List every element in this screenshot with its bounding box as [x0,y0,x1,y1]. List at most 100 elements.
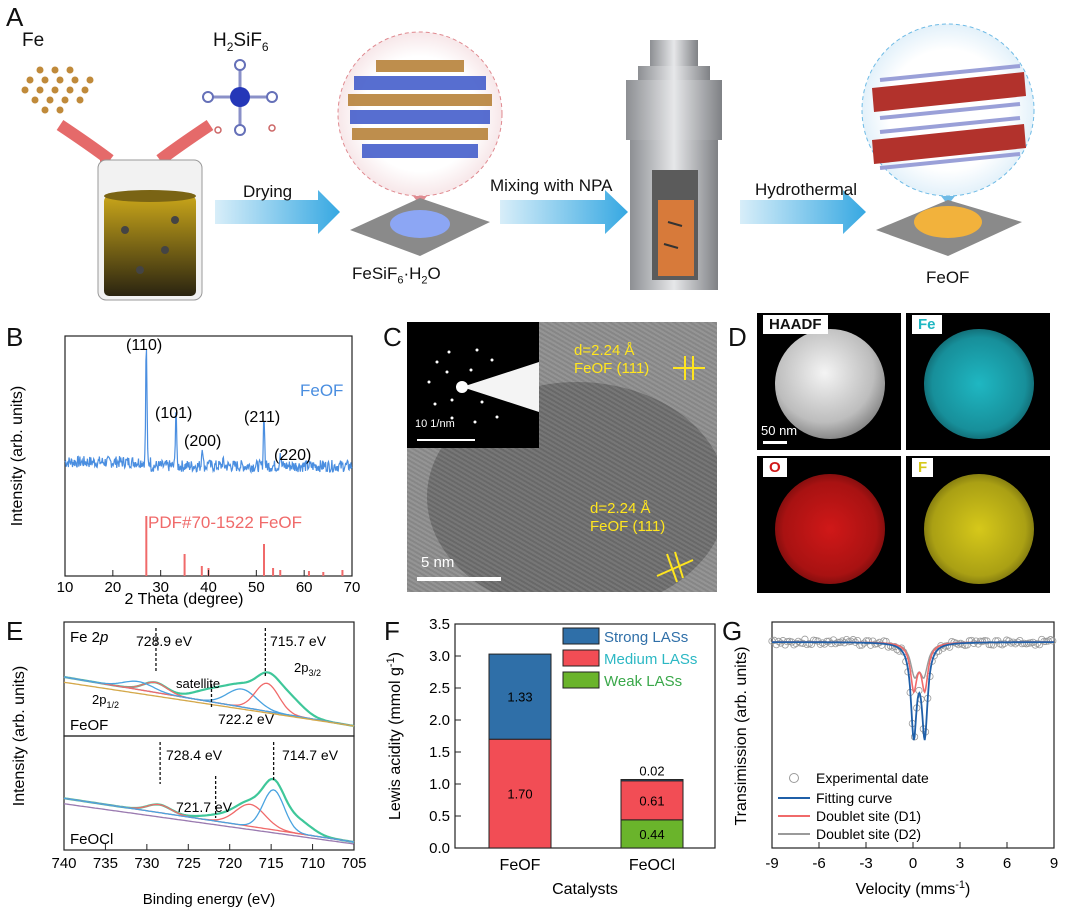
mixing-label: Mixing with NPA [490,176,613,195]
xrd-chart: 2 Theta (degree) Intensity (arb. units) … [9,335,360,608]
legend-weak: Weak LASs [604,673,682,690]
fitting-curve [772,641,1054,741]
bar-FeOCl-medium-lass [620,780,684,821]
experimental-point-4 [777,639,785,647]
lattice-marker-2 [656,551,694,583]
bar-FeOF-strong-lass [488,653,552,740]
hrtem-image: 10 1/nm d=2.24 Å FeOF (111) d=2.24 Å FeOF … [407,322,717,592]
peak-110: (110) [126,337,162,354]
xps-xtick-725: 725 [176,855,201,872]
experimental-point-27 [827,640,835,648]
panel-f-label: F [384,616,400,646]
xps-xtick-740: 740 [51,855,76,872]
xps-top-background [63,681,355,727]
scale-bar-50nm [763,441,787,444]
mossbauer-xtick-9: 9 [1050,855,1058,872]
peak-211: (211) [244,409,280,426]
ann-728-9: 728.9 eV [136,633,193,649]
panel-g-label: G [722,616,743,646]
xps-top-sample: FeOF [70,717,108,734]
bar-label-FeOF-1: 1.70 [507,787,532,802]
legend-swatch-strong [562,627,600,645]
ann-722-2: 722.2 eV [218,711,275,727]
scale-bar-5nm [417,577,501,581]
lewis-acidity-chart: 1.70 1.33 0.44 0.61 0.02 0.0 0.5 1.0 1.5 2.0 2.5 3… [385,616,716,898]
f-map: F [906,456,1050,593]
ann-2p32: 2p3/2 [294,660,321,678]
xps-ylabel: Intensity (arb. units) [11,666,28,807]
xps-xtick-735: 735 [93,855,118,872]
mossbauer-xtick-6: 6 [1003,855,1011,872]
lewis-ytick-3.0: 3.0 [429,648,450,665]
drying-arrow [215,190,340,234]
xrd-xlabel: 2 Theta (degree) [125,591,244,608]
hydrothermal-label: Hydrothermal [755,180,858,199]
mossbauer-xtick--3: -3 [859,855,872,872]
experimental-point-99 [985,640,993,649]
lewis-plot-frame [454,623,716,849]
experimental-point-22 [816,640,824,648]
xrd-sample-pattern [64,349,353,475]
scale-label-50nm: 50 nm [761,423,798,438]
experimental-point-89 [963,641,971,649]
panel-b-label: B [6,322,24,352]
legend-strong: Strong LASs [604,629,688,646]
mossbauer-xlabel: Velocity (mms-1) [856,879,971,898]
ann-satellite: satellite [176,676,220,691]
o-map: O [757,456,901,593]
intermediate-label: FeSiF6·H2O [352,264,441,287]
saed-scale-label: 10 1/nm [415,418,455,430]
peak-101: (101) [155,405,192,422]
doublet-d1-curve [772,641,1054,694]
xrd-xtick-30: 30 [152,579,169,596]
ann-714-7: 714.7 eV [282,747,339,763]
experimental-point-39 [853,637,862,645]
xps-xtick-705: 705 [341,855,366,872]
saed-inset: 10 1/nm [407,322,539,448]
bar-label-FeOCl-0: 0.44 [639,827,664,842]
lewis-ytick-3.5: 3.5 [429,616,450,633]
legend-d1: Doublet site (D1) [816,808,921,824]
xps-xtick-710: 710 [300,855,325,872]
h2sif6-molecule-icon [202,59,278,136]
legend-d2: Doublet site (D2) [816,826,921,842]
lewis-ytick-2.0: 2.0 [429,712,450,729]
xrd-xtick-50: 50 [248,579,265,596]
legend-swatch-weak [562,671,600,689]
mossbauer-xtick--9: -9 [765,855,778,872]
xps-xtick-715: 715 [259,855,284,872]
ann-728-4: 728.4 eV [166,747,223,763]
scale-label-5nm: 5 nm [421,554,455,571]
f-tag: F [912,458,934,477]
category-FeOF: FeOF [500,857,541,874]
experimental-point-18 [807,640,816,648]
experimental-point-97 [981,637,989,645]
xps-xtick-730: 730 [134,855,159,872]
lewis-ylabel: Lewis acidity (mmol g-1) [385,652,404,820]
experimental-point-29 [832,640,840,648]
lewis-ytick-1.5: 1.5 [429,744,450,761]
xps-xtick-720: 720 [217,855,242,872]
mossbauer-ylabel: Transimission (arb. units) [733,646,750,825]
mossbauer-legend: Experimental date Fitting curve Doublet … [778,770,929,842]
mossbauer-xtick-0: 0 [909,855,917,872]
xps-bottom-comp-3 [63,789,355,843]
legend-experimental: Experimental date [816,770,929,786]
doublet-d2-curve [772,641,1054,679]
lewis-ytick-1.0: 1.0 [429,776,450,793]
beaker-icon [97,159,203,301]
haadf-map: HAADF 50 nm [757,313,901,450]
legend-swatch-medium [562,649,600,667]
xps-bottom-frame [63,735,355,851]
xrd-xtick-60: 60 [296,579,313,596]
legend-medium: Medium LASs [604,651,697,668]
experimental-point-128 [1049,637,1057,645]
xrd-legend-sample: FeOF [300,381,343,400]
autoclave-icon [626,40,722,290]
fesif6-lattice-icon [348,60,492,158]
bar-label-FeOF-2: 1.33 [507,690,532,705]
d-spacing-1: d=2.24 Å FeOF (111) [574,342,650,377]
mossbauer-chart: -9 -6 -3 0 3 6 9 Velocity (mms-1) Transimissio… [733,621,1058,898]
xrd-xtick-20: 20 [104,579,121,596]
ann-2p12: 2p1/2 [92,692,119,710]
